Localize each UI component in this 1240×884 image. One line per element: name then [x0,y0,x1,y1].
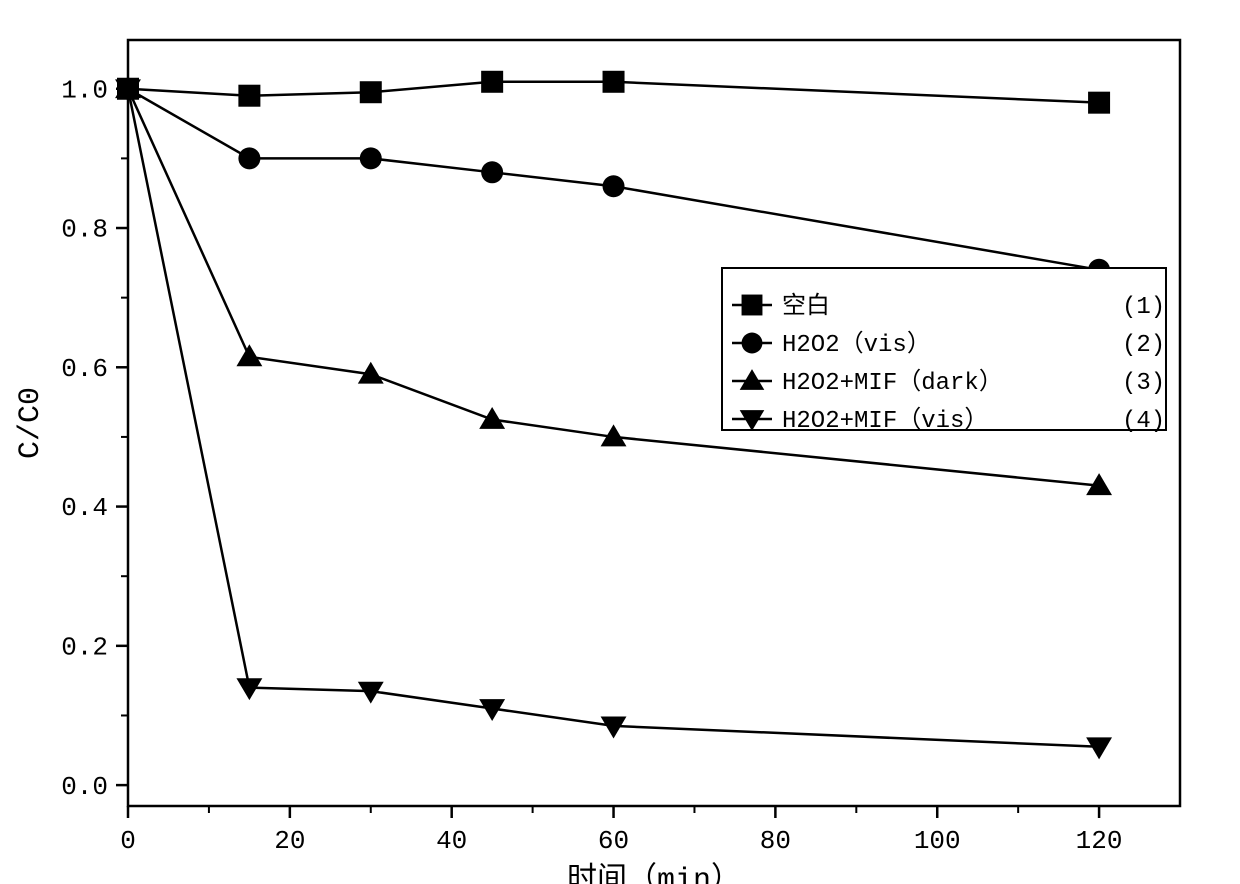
legend-suffix: (3) [1122,370,1165,397]
y-tick-label: 0.4 [61,493,108,523]
series-h2o2-vis [117,78,1110,281]
triangle-up-marker [236,344,262,366]
y-tick-label: 1.0 [61,75,108,105]
x-tick-label: 0 [120,826,136,856]
square-marker [603,71,625,93]
circle-icon [742,333,763,354]
legend-label: 空白 [782,292,830,321]
circle-marker [603,175,625,197]
y-tick-label: 0.8 [61,215,108,245]
square-marker [1088,92,1110,114]
y-tick-label: 0.6 [61,354,108,384]
square-icon [742,295,763,316]
triangle-down-marker [236,678,262,700]
series-blank [117,71,1110,114]
legend-suffix: (2) [1122,332,1165,359]
legend-label: H2O2（vis） [782,331,931,359]
square-marker [481,71,503,93]
legend-label: H2O2+MIF（dark） [782,369,1003,397]
legend-label: H2O2+MIF（vis） [782,407,988,435]
x-tick-label: 40 [436,826,467,856]
y-tick-label: 0.2 [61,633,108,663]
legend: 空白 (1) H2O2（vis） (2) H2O2+MIF（dark） (3) H2O2+M… [722,268,1166,435]
y-tick-label: 0.0 [61,772,108,802]
legend-suffix: (1) [1122,294,1165,321]
circle-marker [481,161,503,183]
line-chart: 0 20 40 60 80 100 120 0.0 0.2 0.4 0.6 0.8 1.0 时间（min）… [0,0,1240,884]
circle-marker [238,147,260,169]
circle-marker [360,147,382,169]
y-axis-label: C/C0 [14,387,48,459]
chart-container: 0 20 40 60 80 100 120 0.0 0.2 0.4 0.6 0.8 1.0 时间（min）… [0,0,1240,884]
x-tick-label: 60 [598,826,629,856]
triangle-down-marker [1086,737,1112,759]
square-marker [238,85,260,107]
x-tick-label: 100 [914,826,961,856]
legend-suffix: (4) [1122,408,1165,435]
x-tick-label: 20 [274,826,305,856]
triangle-up-marker [479,407,505,429]
x-tick-label: 120 [1076,826,1123,856]
x-axis-label: 时间（min） [567,862,741,884]
x-tick-label: 80 [760,826,791,856]
square-marker [360,81,382,103]
